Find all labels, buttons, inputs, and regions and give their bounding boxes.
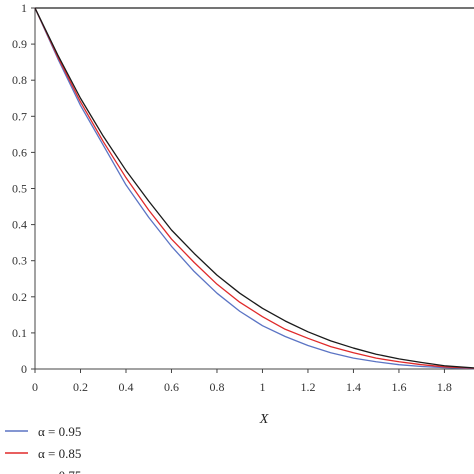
x-tick-label: 0.8 [209, 380, 224, 394]
x-tick-label: 0 [32, 380, 38, 394]
y-ticks: 0 0.1 0.2 0.3 0.4 0.5 0.6 0.7 0.8 0.9 1 [12, 1, 35, 376]
y-tick-label: 0.1 [12, 326, 27, 340]
y-tick-label: 0.3 [12, 254, 27, 268]
y-tick-label: 0.9 [12, 37, 27, 51]
y-tick-label: 0.8 [12, 73, 27, 87]
y-tick-label: 0.5 [12, 182, 27, 196]
y-tick-label: 0 [21, 362, 27, 376]
y-tick-label: 1 [21, 1, 27, 15]
x-tick-label: 1 [259, 380, 265, 394]
x-tick-label: 0.2 [73, 380, 88, 394]
series-layer [34, 7, 474, 370]
x-axis-title: X [259, 412, 269, 427]
series-line-2 [34, 7, 474, 369]
y-tick-label: 0.6 [12, 145, 27, 159]
x-tick-label: 1.6 [391, 380, 406, 394]
legend: α = 0.95 α = 0.85 α = 0.75 [5, 424, 81, 474]
legend-label-2: α = 0.75 [38, 468, 81, 474]
x-tick-label: 0.4 [118, 380, 133, 394]
x-tick-label: 1.2 [300, 380, 315, 394]
legend-label-0: α = 0.95 [38, 424, 81, 439]
y-tick-label: 0.4 [12, 218, 27, 232]
y-tick-label: 0.7 [12, 109, 27, 123]
series-line-1 [34, 7, 474, 369]
x-tick-label: 1.4 [346, 380, 361, 394]
x-tick-label: 0.6 [164, 380, 179, 394]
y-tick-label: 0.2 [12, 290, 27, 304]
x-tick-label: 1.8 [437, 380, 452, 394]
series-line-0 [34, 7, 474, 370]
legend-label-1: α = 0.85 [38, 446, 81, 461]
x-ticks: 0 0.2 0.4 0.6 0.8 1 1.2 1.4 1.6 1.8 [32, 369, 452, 394]
